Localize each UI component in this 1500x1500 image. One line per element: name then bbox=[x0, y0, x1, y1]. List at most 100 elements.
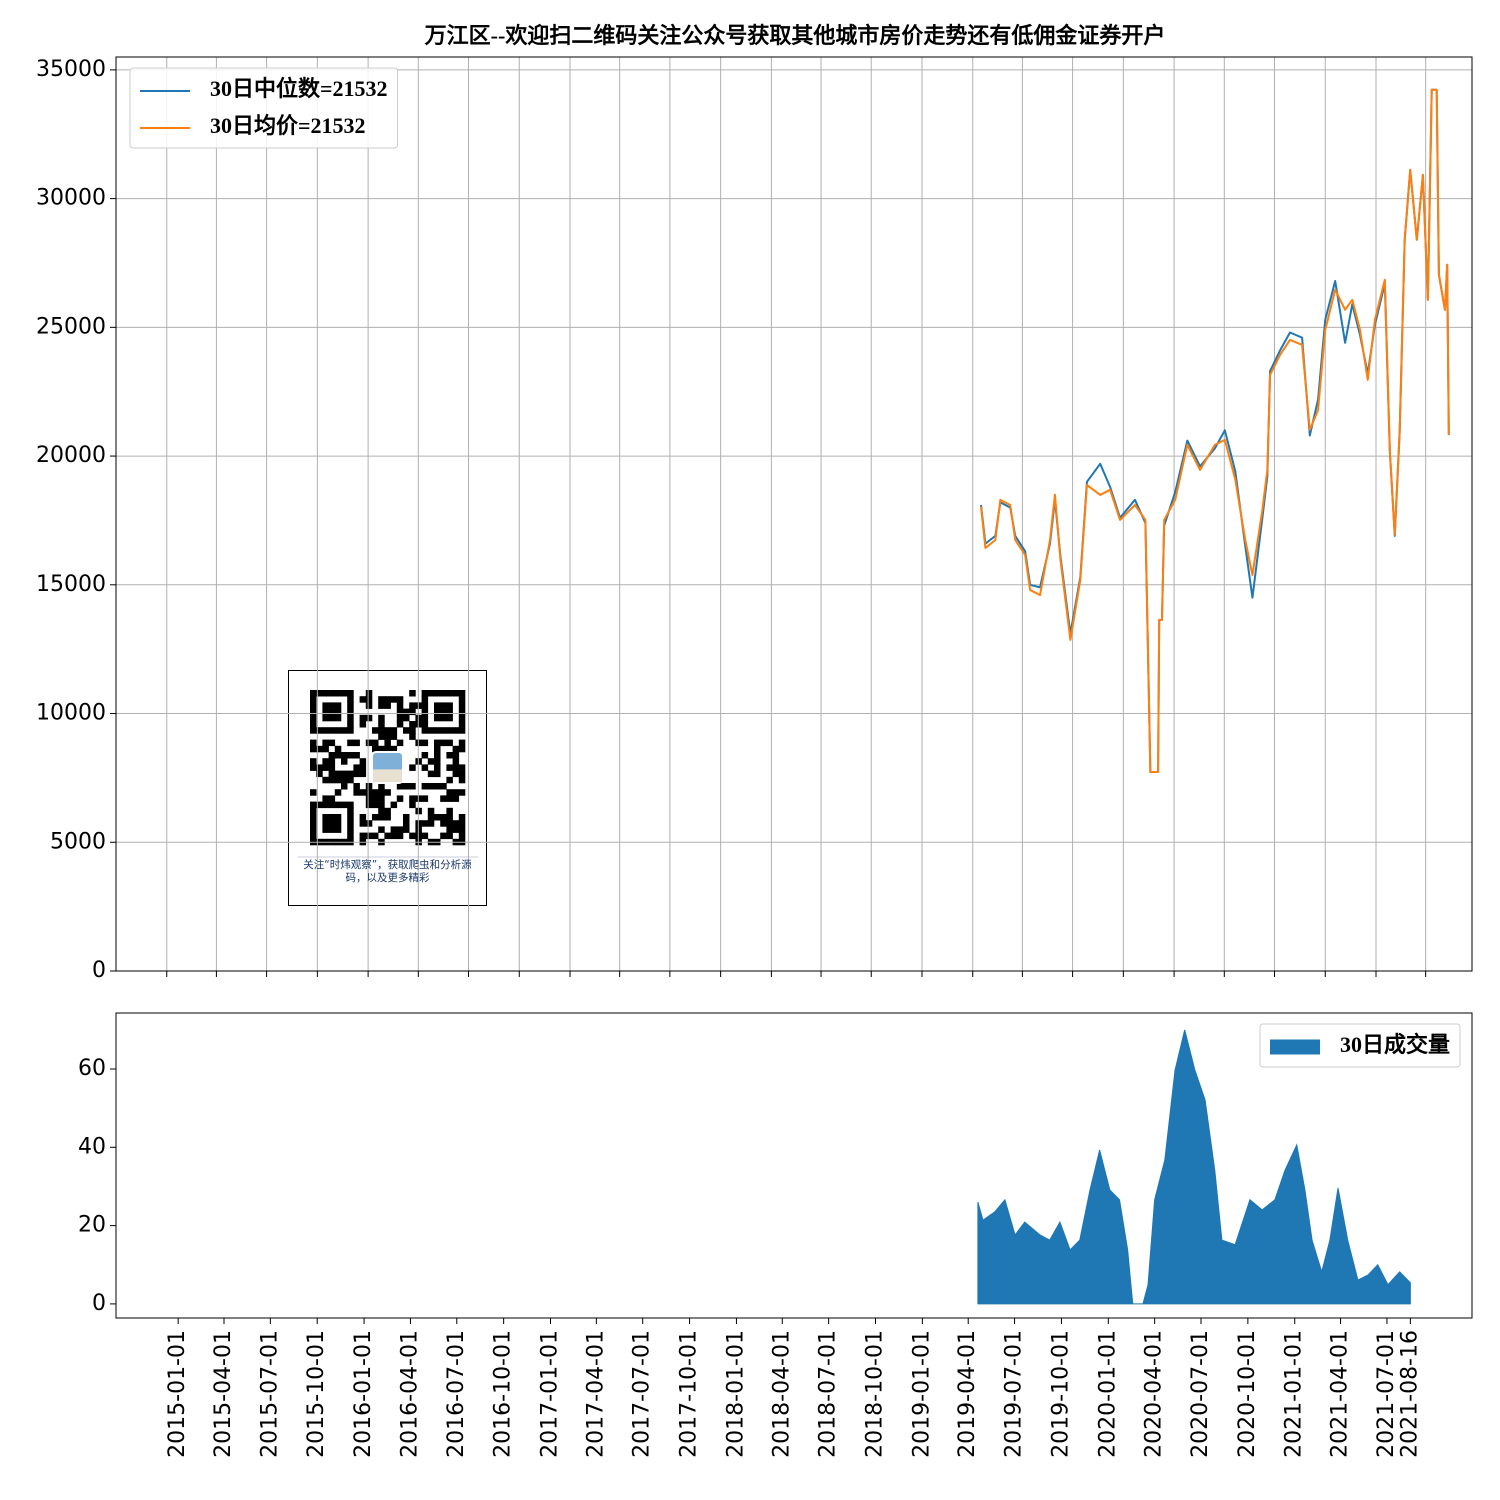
qr-module bbox=[372, 745, 379, 753]
legend: 30日中位数=21532 30日均价=21532 bbox=[129, 67, 399, 149]
x-tick-label: 2015-10-01 bbox=[304, 1330, 329, 1458]
qr-module bbox=[396, 795, 404, 802]
qr-module bbox=[341, 776, 348, 784]
qr-module bbox=[452, 826, 460, 833]
qr-module bbox=[322, 690, 329, 697]
legend-frame bbox=[129, 67, 399, 149]
qr-module bbox=[347, 714, 354, 722]
qr-module bbox=[334, 789, 342, 796]
qr-module bbox=[378, 795, 385, 802]
x-tick-label: 2020-01-01 bbox=[1095, 1330, 1120, 1458]
qr-module bbox=[359, 758, 367, 765]
qr-module bbox=[440, 814, 447, 821]
x-tick-label: 2020-10-01 bbox=[1235, 1330, 1260, 1458]
qr-module bbox=[378, 714, 385, 722]
qr-module bbox=[421, 764, 429, 771]
y-tick-label: 5000 bbox=[50, 829, 106, 854]
x-tick-label: 2021-01-01 bbox=[1282, 1330, 1307, 1458]
qr-frame bbox=[288, 670, 487, 906]
qr-module bbox=[421, 714, 429, 722]
qr-module bbox=[353, 789, 360, 796]
qr-module bbox=[334, 727, 342, 734]
qr-module bbox=[372, 832, 379, 840]
qr-module bbox=[347, 770, 354, 778]
x-tick-label: 2017-01-01 bbox=[538, 1330, 563, 1458]
qr-module bbox=[328, 702, 336, 709]
qr-module bbox=[353, 764, 360, 771]
qr-module bbox=[440, 795, 447, 802]
x-tick-label: 2018-10-01 bbox=[863, 1330, 888, 1458]
qr-module bbox=[353, 739, 360, 747]
qr-module bbox=[328, 826, 336, 833]
qr-module bbox=[328, 758, 336, 765]
qr-module bbox=[458, 826, 466, 833]
qr-module bbox=[347, 832, 354, 840]
qr-module bbox=[372, 795, 379, 802]
qr-module bbox=[427, 770, 435, 778]
qr-module bbox=[446, 708, 453, 716]
qr-module bbox=[359, 832, 367, 840]
qr-module bbox=[328, 776, 336, 784]
qr-module bbox=[353, 752, 360, 759]
x-tick-label: 2018-04-01 bbox=[769, 1330, 794, 1458]
qr-module bbox=[322, 776, 329, 784]
qr-module bbox=[409, 702, 416, 709]
qr-module bbox=[440, 702, 447, 709]
qr-module bbox=[372, 814, 379, 821]
qr-module bbox=[458, 714, 466, 722]
qr-module bbox=[365, 702, 373, 709]
axes-frame bbox=[115, 1012, 1473, 1319]
qr-module bbox=[341, 727, 348, 734]
qr-module bbox=[334, 826, 342, 833]
x-tick-label: 2019-04-01 bbox=[955, 1330, 980, 1458]
x-tick-label: 2021-07-01 bbox=[1374, 1330, 1399, 1458]
y-tick-label: 20 bbox=[78, 1213, 106, 1238]
qr-module bbox=[322, 795, 329, 802]
x-tick-label: 2017-07-01 bbox=[630, 1330, 655, 1458]
x-tick-label: 2017-10-01 bbox=[677, 1330, 702, 1458]
qr-module bbox=[409, 783, 416, 790]
qr-module bbox=[434, 690, 441, 697]
qr-module bbox=[458, 690, 466, 697]
qr-module bbox=[446, 820, 453, 827]
qr-module bbox=[390, 696, 398, 703]
legend-swatch bbox=[1269, 1039, 1320, 1055]
qr-module bbox=[322, 764, 329, 771]
qr-module bbox=[310, 696, 317, 703]
qr-module bbox=[409, 721, 416, 728]
line bbox=[980, 88, 1450, 773]
qr-module bbox=[384, 807, 391, 815]
axes: 0 20 40 60 2015-01-01 2015-04-01 2015-07-01 201… bbox=[78, 1012, 1473, 1458]
x-tick-label: 2016-10-01 bbox=[491, 1330, 516, 1458]
qr-module bbox=[396, 702, 404, 709]
qr-module bbox=[334, 690, 342, 697]
qr-module bbox=[353, 783, 360, 790]
qr-module bbox=[310, 758, 317, 765]
qr-module bbox=[396, 714, 404, 722]
qr-module bbox=[359, 696, 367, 703]
qr-module bbox=[421, 820, 429, 827]
qr-module bbox=[328, 727, 336, 734]
qr-module bbox=[384, 696, 391, 703]
qr-module bbox=[334, 708, 342, 716]
qr-module bbox=[322, 727, 329, 734]
qr-module bbox=[334, 820, 342, 827]
qr-module bbox=[322, 745, 329, 753]
qr-module bbox=[310, 708, 317, 716]
qr-module bbox=[396, 826, 404, 833]
x-tick-label: 2019-07-01 bbox=[1002, 1330, 1027, 1458]
qr-module bbox=[458, 745, 466, 753]
qr-module bbox=[427, 690, 435, 697]
qr-module bbox=[322, 714, 329, 722]
qr-module bbox=[440, 714, 447, 722]
qr-module bbox=[403, 714, 410, 722]
qr-module bbox=[440, 832, 447, 840]
qr-module bbox=[384, 739, 391, 747]
qr-module bbox=[378, 721, 385, 728]
y-tick-label: 60 bbox=[78, 1056, 106, 1081]
qr-module bbox=[421, 696, 429, 703]
qr-module bbox=[390, 733, 398, 740]
qr-module bbox=[446, 752, 453, 759]
qr-module bbox=[421, 702, 429, 709]
qr-module bbox=[427, 727, 435, 734]
